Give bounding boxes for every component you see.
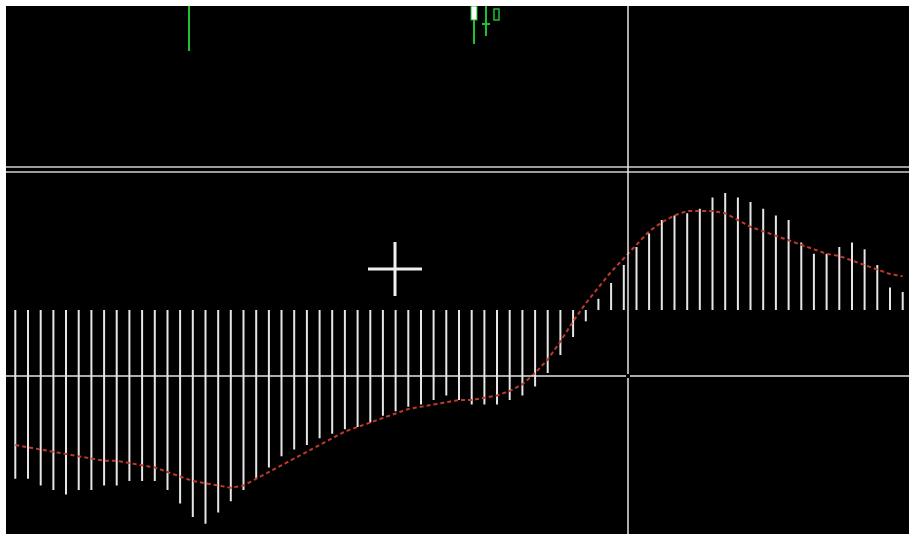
crosshair-center [626,374,630,378]
histogram-series [14,193,904,524]
chart-area[interactable] [6,6,909,534]
price-candle-body [470,6,478,21]
indicator-pane [14,193,904,524]
chart-background [6,6,909,534]
chart-window[interactable] [6,6,909,534]
price-candle-body [493,8,500,21]
price-pane [188,6,500,51]
crosshair-cursor-icon [368,242,422,296]
signal-line [15,210,903,489]
